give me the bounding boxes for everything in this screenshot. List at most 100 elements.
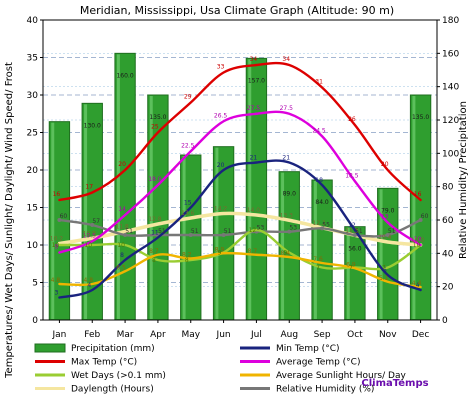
label-average-sunlight-hours-day-Sep: 7.6 xyxy=(313,256,323,263)
label-average-sunlight-hours-day-Dec: 4.4 xyxy=(412,280,422,287)
tick-label-right-100: 100 xyxy=(442,149,459,159)
tick-label-right-60: 60 xyxy=(442,216,454,226)
legend-label-daylength-hours: Daylength (Hours) xyxy=(71,385,154,395)
label-max-temp-c-Jun: 33 xyxy=(217,64,225,71)
tick-label-left-30: 30 xyxy=(27,91,39,101)
tick-label-x-Nov: Nov xyxy=(379,330,397,340)
label-relative-humidity-Jun: 51 xyxy=(224,228,232,235)
label-min-temp-c-Apr: 11 xyxy=(151,230,159,237)
label-min-temp-c-Feb: 4 xyxy=(87,282,91,289)
label-average-temp-c-Oct: 18.5 xyxy=(345,172,359,179)
label-wet-days-0-1-mm-Jul: 12 xyxy=(249,227,257,234)
tick-label-right-180: 180 xyxy=(442,16,459,26)
tick-label-left-15: 15 xyxy=(27,204,38,214)
label-max-temp-c-Jul: 34 xyxy=(250,56,258,63)
label-max-temp-c-Feb: 17 xyxy=(85,184,93,191)
label-min-temp-c-May: 15 xyxy=(184,200,192,207)
legend-label-wet-days-0-1-mm: Wet Days (>0.1 mm) xyxy=(71,371,166,381)
humidity-point-May xyxy=(188,233,193,237)
label-min-temp-c-Mar: 8 xyxy=(120,252,124,259)
bar-highlight-May xyxy=(182,156,186,319)
tick-label-x-Jun: Jun xyxy=(216,330,231,340)
bar-highlight-Nov xyxy=(379,189,383,319)
label-precipitation-mm-Mar: 160.0 xyxy=(116,72,133,79)
label-average-temp-c-Jul: 27.5 xyxy=(247,105,261,112)
label-max-temp-c-Nov: 20 xyxy=(381,161,389,168)
label-relative-humidity-Jan: 60 xyxy=(60,213,68,220)
bar-highlight-Dec xyxy=(412,96,416,319)
label-precipitation-mm-Feb: 130.0 xyxy=(84,122,101,129)
humidity-point-Jan xyxy=(57,218,62,222)
legend-swatch-precipitation-mm xyxy=(34,343,66,353)
tick-label-left-5: 5 xyxy=(32,279,38,289)
label-daylength-hours-Sep: 12.3 xyxy=(312,220,326,227)
label-relative-humidity-Dec: 60 xyxy=(421,213,429,220)
tick-label-right-140: 140 xyxy=(442,83,459,93)
label-average-sunlight-hours-day-Jan: 4.8 xyxy=(51,277,61,284)
label-relative-humidity-Apr: 51 xyxy=(158,228,166,235)
line-min-temp-c xyxy=(58,159,422,299)
label-wet-days-0-1-mm-Oct: 7 xyxy=(349,265,353,272)
humidity-point-Dec xyxy=(418,218,423,222)
label-relative-humidity-Jul: 53 xyxy=(257,225,265,232)
tick-label-right-120: 120 xyxy=(442,116,459,126)
label-min-temp-c-Jun: 20 xyxy=(217,162,225,169)
label-daylength-hours-May: 13.6 xyxy=(181,210,195,217)
bar-highlight-Feb xyxy=(84,104,88,319)
label-daylength-hours-Aug: 13.3 xyxy=(280,212,294,219)
label-daylength-hours-Jul: 14.0 xyxy=(247,207,261,214)
label-daylength-hours-Jan: 10.2 xyxy=(50,236,64,243)
label-average-sunlight-hours-day-May: 8.2 xyxy=(182,252,192,259)
legend-label-average-temp-c: Average Temp (°C) xyxy=(276,358,360,368)
legend-label-relative-humidity: Relative Humidity (%) xyxy=(276,385,374,395)
label-average-sunlight-hours-day-Jun: 8.9 xyxy=(215,246,225,253)
label-average-sunlight-hours-day-Nov: 5.1 xyxy=(379,275,389,282)
label-wet-days-0-1-mm-Jan: 10 xyxy=(52,242,60,249)
label-max-temp-c-Oct: 26 xyxy=(348,116,356,123)
tick-label-left-25: 25 xyxy=(27,129,38,139)
label-average-sunlight-hours-day-Aug: 8.4 xyxy=(280,250,290,257)
label-average-sunlight-hours-day-Oct: 6.9 xyxy=(346,261,356,268)
label-relative-humidity-Oct: 51 xyxy=(355,228,363,235)
tick-label-right-160: 160 xyxy=(442,49,459,59)
humidity-point-Oct xyxy=(352,233,357,237)
label-average-sunlight-hours-day-Feb: 4.8 xyxy=(83,277,93,284)
label-average-temp-c-Jan: 9 xyxy=(55,244,59,251)
axes: 0 5 10 15 20 25 30 35 40 0 20 40 60 80 100 120 140 160 180… xyxy=(27,16,460,340)
label-average-temp-c-Mar: 14 xyxy=(118,206,126,213)
line-max-temp-c xyxy=(58,61,422,202)
label-precipitation-mm-Oct: 56.0 xyxy=(348,246,362,253)
tick-label-x-May: May xyxy=(181,330,200,340)
label-wet-days-0-1-mm-Sep: 7 xyxy=(316,265,320,272)
y-axis-right-label: Relative Humidity/ Precipitation xyxy=(458,101,469,259)
y-axis-left-label: Temperatures/ Wet Days/ Sunlight/ Daylig… xyxy=(4,62,15,379)
label-wet-days-0-1-mm-Apr: 8 xyxy=(152,257,156,264)
label-min-temp-c-Sep: 18 xyxy=(315,177,323,184)
label-average-temp-c-Nov: 13 xyxy=(381,214,389,221)
label-max-temp-c-Apr: 25 xyxy=(151,124,159,131)
humidity-point-Aug xyxy=(287,229,292,234)
tick-label-right-20: 20 xyxy=(442,283,454,293)
label-average-temp-c-Dec: 10 xyxy=(414,236,422,243)
label-relative-humidity-Feb: 57 xyxy=(92,218,100,225)
label-max-temp-c-May: 29 xyxy=(184,94,192,101)
label-average-sunlight-hours-day-Mar: 6.5 xyxy=(116,264,126,271)
label-min-temp-c-Jul: 21 xyxy=(250,155,258,162)
line-average-temp-c xyxy=(58,110,422,254)
humidity-point-Jun xyxy=(221,233,226,237)
tick-label-x-Jul: Jul xyxy=(250,330,262,340)
humidity-point-Sep xyxy=(320,226,325,231)
label-relative-humidity-May: 51 xyxy=(191,228,199,235)
label-wet-days-0-1-mm-Dec: 10 xyxy=(413,242,421,249)
data-labels: 130.0160.0135.0157.089.084.056.079.0135.… xyxy=(50,56,430,297)
brand-watermark: ClimaTemps xyxy=(361,378,428,389)
humidity-point-Nov xyxy=(385,233,390,237)
tick-label-left-0: 0 xyxy=(32,316,38,326)
label-daylength-hours-Oct: 11.3 xyxy=(345,227,359,234)
label-precipitation-mm-Nov: 79.0 xyxy=(381,207,395,214)
tick-label-left-35: 35 xyxy=(27,54,38,64)
bar-highlight-Oct xyxy=(346,227,350,319)
tick-label-x-Oct: Oct xyxy=(347,330,363,340)
